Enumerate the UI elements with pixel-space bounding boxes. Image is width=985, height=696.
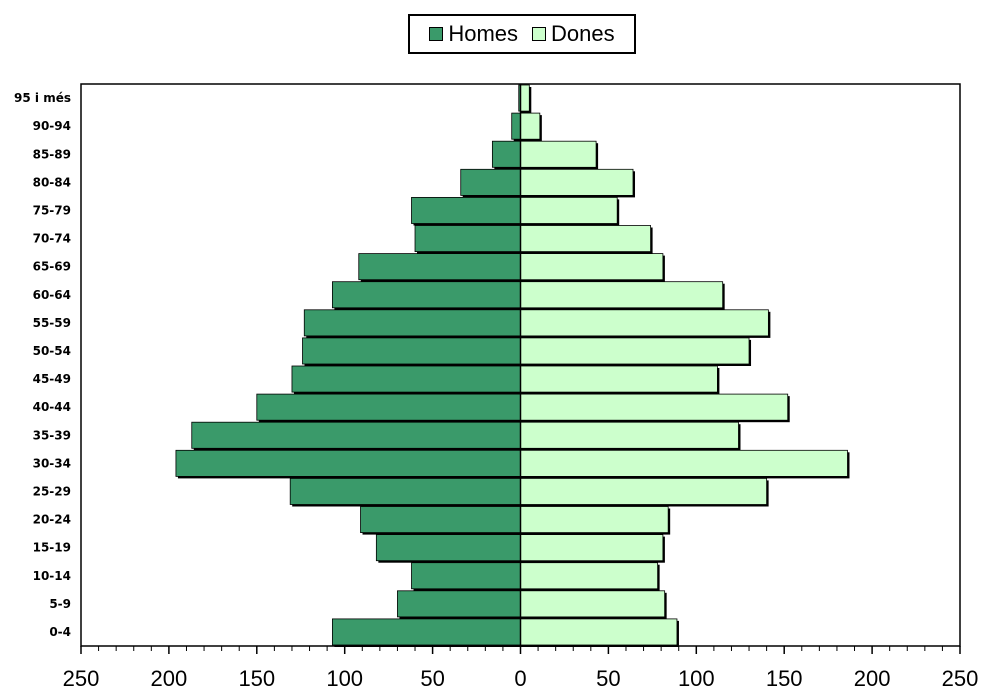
category-label: 70-74	[33, 232, 71, 246]
category-label: 0-4	[49, 625, 71, 639]
tick-labels: 250 200 150 100 50 0 50 100 150 200 250	[63, 666, 979, 691]
legend: Homes Dones	[408, 14, 636, 54]
legend-swatch-dones	[532, 27, 547, 41]
bar-homes	[256, 393, 521, 421]
bars-layer	[175, 84, 850, 647]
bar-homes	[397, 590, 521, 618]
category-label: 85-89	[33, 147, 71, 161]
category-label: 55-59	[33, 316, 71, 330]
category-label: 20-24	[33, 513, 71, 527]
bar-dones	[520, 337, 750, 365]
category-label: 10-14	[33, 569, 71, 583]
bar-dones	[520, 140, 597, 168]
bar-dones	[520, 309, 769, 337]
x-tick-label: 50	[420, 666, 444, 691]
x-tick-label: 250	[63, 666, 100, 691]
x-tick-label: 0	[514, 666, 526, 691]
bar-dones	[520, 506, 669, 534]
legend-item-homes: Homes	[429, 21, 518, 47]
legend-label-homes: Homes	[448, 21, 519, 46]
bar-homes	[331, 281, 521, 309]
category-label: 65-69	[33, 260, 71, 274]
bar-homes	[491, 140, 521, 168]
bar-dones	[520, 281, 724, 309]
bar-homes	[302, 337, 521, 365]
x-tick-label: 200	[151, 666, 188, 691]
category-label: 80-84	[33, 175, 71, 189]
bar-dones	[520, 590, 666, 618]
category-label: 35-39	[33, 428, 71, 442]
bar-dones	[520, 534, 664, 562]
category-label: 15-19	[33, 541, 71, 555]
bar-homes	[191, 421, 521, 449]
bar-homes	[460, 168, 521, 196]
bar-dones	[520, 421, 739, 449]
bar-dones	[520, 618, 678, 646]
bar-homes	[375, 534, 521, 562]
bar-dones	[520, 477, 768, 505]
x-tick-label: 100	[678, 666, 715, 691]
x-tick-label: 250	[942, 666, 979, 691]
bar-homes	[414, 225, 521, 253]
legend-item-dones: Dones	[532, 21, 615, 47]
bar-homes	[358, 253, 521, 281]
category-label: 90-94	[33, 119, 71, 133]
legend-swatch-homes	[429, 27, 444, 41]
x-tick-label: 150	[238, 666, 275, 691]
category-label: 60-64	[33, 288, 71, 302]
bar-dones	[520, 393, 789, 421]
category-label: 45-49	[33, 372, 71, 386]
bar-dones	[520, 196, 618, 224]
bar-dones	[520, 365, 718, 393]
legend-label-dones: Dones	[551, 21, 615, 46]
category-label: 95 i més	[14, 91, 71, 105]
x-tick-label: 200	[854, 666, 891, 691]
x-tick-label: 50	[596, 666, 620, 691]
category-label: 30-34	[33, 456, 71, 470]
x-tick-label: 150	[766, 666, 803, 691]
category-label: 25-29	[33, 484, 71, 498]
bar-homes	[331, 618, 521, 646]
bar-homes	[360, 506, 521, 534]
category-label: 50-54	[33, 344, 71, 358]
category-label: 40-44	[33, 400, 71, 414]
bar-homes	[511, 112, 521, 140]
bar-dones	[520, 562, 659, 590]
bar-dones	[520, 225, 651, 253]
bar-dones	[520, 449, 848, 477]
bar-dones	[520, 112, 541, 140]
category-label: 75-79	[33, 203, 71, 217]
bar-homes	[303, 309, 521, 337]
bar-homes	[411, 562, 521, 590]
category-label: 5-9	[49, 597, 71, 611]
bar-homes	[175, 449, 521, 477]
bar-homes	[291, 365, 521, 393]
axis-layer	[80, 83, 961, 654]
bar-homes	[289, 477, 521, 505]
bar-dones	[520, 84, 530, 112]
bar-dones	[520, 168, 634, 196]
bar-dones	[520, 253, 664, 281]
x-tick-label: 100	[326, 666, 363, 691]
bar-homes	[411, 196, 521, 224]
category-labels: 0-4 5-9 10-14 15-19 20-24 25-29 30-34 35-39 40-4…	[14, 91, 71, 639]
